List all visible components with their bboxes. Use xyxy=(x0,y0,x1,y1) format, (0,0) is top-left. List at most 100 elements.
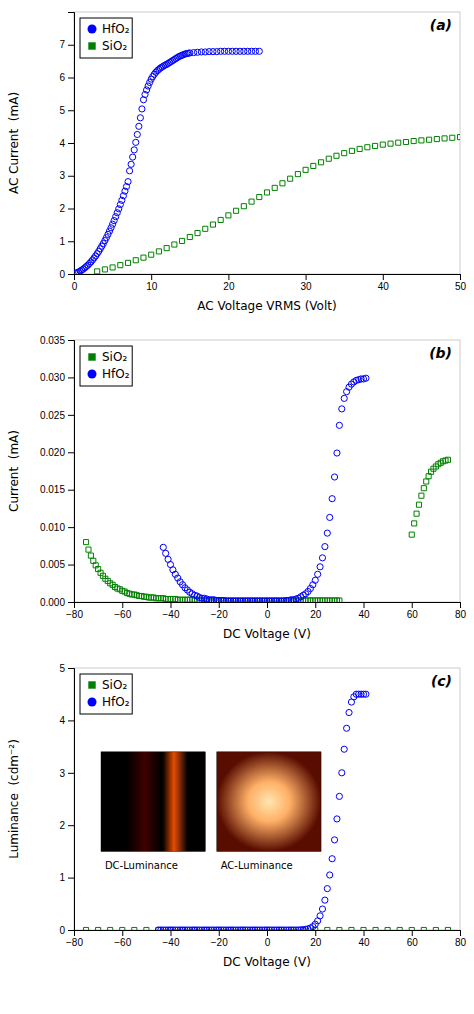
tick: −80 xyxy=(66,930,83,948)
tick-mark xyxy=(68,825,74,826)
legend-swatch xyxy=(87,369,96,378)
point xyxy=(388,141,393,146)
x-axis-title: AC Voltage VRMS (Volt) xyxy=(197,299,336,313)
tick-label: 4 xyxy=(59,138,65,149)
point xyxy=(311,163,316,168)
tick: 1 xyxy=(59,872,74,883)
point xyxy=(324,530,330,536)
tick-label: 0 xyxy=(59,269,65,280)
tick-mark xyxy=(68,78,74,79)
tick: 0.030 xyxy=(40,372,74,383)
point xyxy=(331,474,337,480)
tick-label: 20 xyxy=(310,937,322,948)
point xyxy=(318,160,323,165)
y-axis-title: AC Current (mA) xyxy=(7,92,21,194)
series xyxy=(160,375,369,602)
tick-label: 20 xyxy=(223,281,235,292)
inset-image xyxy=(217,752,321,852)
point xyxy=(110,221,116,227)
point xyxy=(111,218,117,224)
tick: 20 xyxy=(310,930,322,948)
axis-line xyxy=(68,341,75,603)
tick: 80 xyxy=(455,930,467,948)
tick-mark xyxy=(412,602,413,608)
legend-item: SiO₂ xyxy=(88,678,127,692)
point xyxy=(144,927,149,930)
point xyxy=(319,906,325,912)
tick-label: −80 xyxy=(66,609,83,620)
tick: 0.025 xyxy=(40,410,74,421)
tick-mark xyxy=(219,930,220,936)
point xyxy=(264,190,269,195)
point xyxy=(96,927,101,930)
tick-mark xyxy=(315,602,316,608)
x-axis: −80−60−40−20020406080 xyxy=(66,602,466,620)
series xyxy=(84,927,451,930)
tick-mark xyxy=(315,930,316,936)
legend: SiO₂ HfO₂ xyxy=(80,674,132,714)
point xyxy=(141,255,146,260)
tick-mark xyxy=(68,415,74,416)
legend-swatch xyxy=(88,681,95,688)
tick-mark xyxy=(68,452,74,453)
tick: 3 xyxy=(59,768,74,779)
y-axis: 0.0000.0050.0100.0150.0200.0250.0300.035 xyxy=(40,335,75,608)
point xyxy=(327,514,333,520)
tick-mark xyxy=(460,274,461,280)
tick-mark xyxy=(122,602,123,608)
tick-label: −20 xyxy=(211,609,228,620)
tick-label: 50 xyxy=(455,281,467,292)
point xyxy=(139,106,145,112)
legend-item: SiO₂ xyxy=(88,350,127,364)
point xyxy=(108,225,114,231)
tick: 6 xyxy=(59,72,74,83)
plot-frame xyxy=(74,12,460,274)
tick: 4 xyxy=(59,138,74,149)
point xyxy=(164,246,169,251)
tick-mark xyxy=(364,930,365,936)
point xyxy=(133,139,139,145)
point xyxy=(373,927,378,930)
tick: −40 xyxy=(163,930,180,948)
point xyxy=(336,422,342,428)
tick: 50 xyxy=(455,274,467,292)
point xyxy=(337,927,342,930)
point xyxy=(130,154,136,160)
tick: 7 xyxy=(59,39,74,50)
tick-label: 4 xyxy=(59,715,65,726)
point xyxy=(337,598,342,602)
tick-label: 5 xyxy=(59,105,65,116)
tick-label: 40 xyxy=(358,609,370,620)
point xyxy=(329,496,335,502)
point xyxy=(272,185,277,190)
tick-mark xyxy=(122,930,123,936)
point xyxy=(339,406,345,412)
point xyxy=(403,139,408,144)
legend-swatch xyxy=(88,353,95,360)
x-axis-title: DC Voltage (V) xyxy=(223,627,311,641)
tick-mark xyxy=(68,274,74,275)
tick: −20 xyxy=(211,930,228,948)
panel: −80−60−40−200204060800.0000.0050.0100.01… xyxy=(7,335,466,641)
tick-mark xyxy=(68,878,74,879)
point xyxy=(118,263,123,268)
point xyxy=(421,927,426,930)
tick-label: 3 xyxy=(59,768,65,779)
point xyxy=(125,260,130,265)
legend-label: HfO₂ xyxy=(102,695,130,709)
plot-frame xyxy=(74,668,460,930)
point xyxy=(113,214,119,220)
annotation: DC-Luminance xyxy=(105,860,178,871)
point xyxy=(136,123,142,129)
tick: 40 xyxy=(358,930,370,948)
tick-label: 40 xyxy=(358,937,370,948)
tick-mark xyxy=(68,565,74,566)
point xyxy=(334,450,340,456)
inset-image xyxy=(101,752,205,852)
point xyxy=(331,837,337,843)
tick-label: −60 xyxy=(114,937,131,948)
tick: −80 xyxy=(66,602,83,620)
point xyxy=(203,226,208,231)
point xyxy=(116,206,122,212)
tick-mark xyxy=(460,602,461,608)
